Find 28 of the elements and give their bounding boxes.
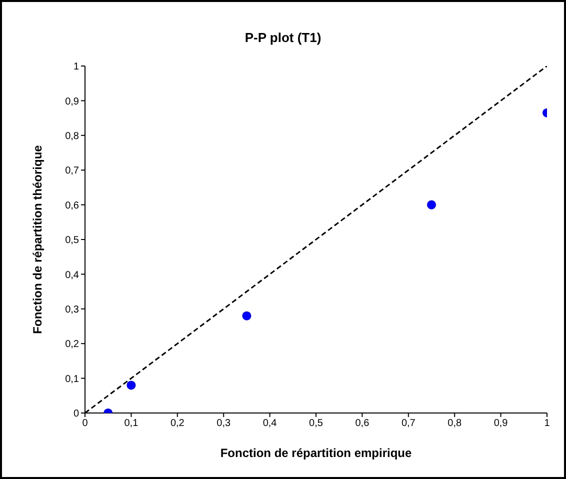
y-tick-label: 0,7	[65, 166, 80, 177]
y-tick-label: 1	[73, 62, 80, 73]
x-tick-label: 1	[544, 418, 550, 430]
y-tick-label: 0,3	[65, 304, 80, 316]
y-tick-label: 0,4	[65, 270, 80, 281]
x-tick-label: 0,7	[401, 418, 416, 430]
x-tick-label: 0,3	[216, 418, 231, 430]
x-tick-label: 0,1	[124, 418, 139, 430]
y-tick-label: 0,9	[65, 96, 80, 108]
x-tick-label: 0,6	[355, 418, 370, 430]
y-tick-label: 0	[73, 408, 80, 420]
x-tick-label: 0,5	[309, 418, 324, 430]
y-tick-label: 0,5	[65, 235, 80, 246]
chart-title: P-P plot (T1)	[244, 30, 322, 45]
y-tick-label: 0,1	[65, 374, 80, 385]
y-axis-title: Fonction de répartition théorique	[30, 144, 44, 334]
x-axis-title: Fonction de répartition empirique	[220, 446, 412, 460]
x-tick-label: 0,4	[262, 418, 278, 430]
y-tick-label: 0,8	[65, 130, 80, 142]
x-tick-label: 0	[82, 418, 88, 430]
y-tick-label: 0,2	[65, 339, 80, 350]
y-tick-label: 0,6	[65, 200, 80, 212]
point	[426, 200, 436, 210]
x-tick-label: 0,2	[170, 418, 185, 430]
x-tick-label: 0,8	[448, 418, 462, 430]
x-tick-label: 0,9	[494, 418, 508, 430]
point	[126, 380, 136, 390]
point	[242, 311, 252, 320]
